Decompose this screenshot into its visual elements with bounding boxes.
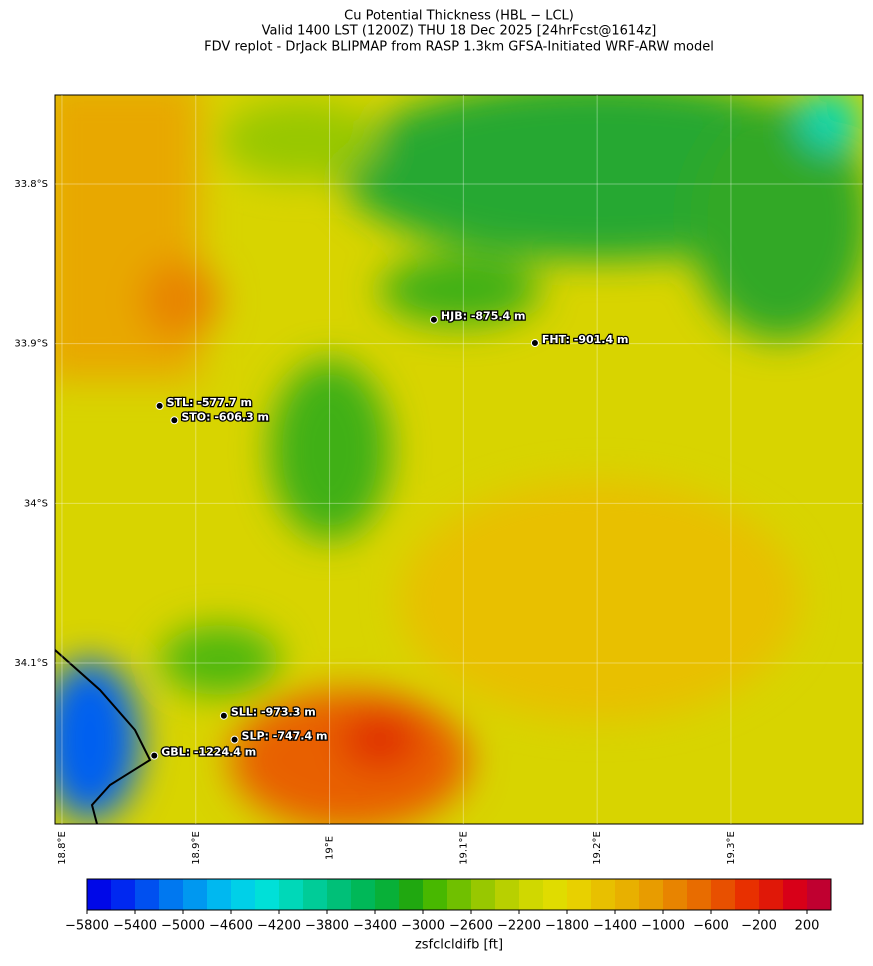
x-tick-label: 18.9°E: [191, 831, 202, 865]
colorbar-segment: [519, 879, 544, 910]
colorbar-segment: [807, 879, 832, 910]
colorbar-segment: [687, 879, 712, 910]
colorbar-segment: [783, 879, 808, 910]
x-tick-label: 19.1°E: [458, 831, 469, 865]
y-tick-label: 33.8°S: [14, 179, 48, 190]
colorbar-tick-label: −200: [741, 919, 777, 934]
colorbar-segment: [663, 879, 688, 910]
colorbar-segment: [87, 879, 112, 910]
colorbar-tick-label: −2200: [497, 919, 541, 934]
x-tick-label: 19.2°E: [592, 831, 603, 865]
colorbar-segment: [327, 879, 352, 910]
colorbar-tick-label: −5000: [161, 919, 205, 934]
colorbar-segment: [375, 879, 400, 910]
colorbar-segment: [423, 879, 448, 910]
station-label: SLL: -973.3 m: [231, 706, 316, 719]
colorbar-segment: [567, 879, 592, 910]
colorbar-segment: [759, 879, 784, 910]
y-tick-label: 34°S: [24, 498, 48, 509]
colorbar-tick-label: −5400: [113, 919, 157, 934]
colorbar-segment: [615, 879, 640, 910]
colorbar-segment: [111, 879, 136, 910]
map-raster: [55, 95, 863, 824]
colorbar-segment: [543, 879, 568, 910]
station-label: STL: -577.7 m: [167, 396, 252, 409]
colorbar-tick-label: −3400: [353, 919, 397, 934]
station-marker: [429, 315, 438, 324]
colorbar-tick-label: −3800: [305, 919, 349, 934]
colorbar-tick-label: −600: [693, 919, 729, 934]
colorbar-label: zsfclcldifb [ft]: [415, 938, 503, 953]
colorbar-tick-label: −1400: [593, 919, 637, 934]
colorbar-segment: [207, 879, 232, 910]
title-line: Valid 1400 LST (1200Z) THU 18 Dec 2025 […: [262, 24, 657, 39]
colorbar-segment: [591, 879, 616, 910]
colorbar-segment: [183, 879, 208, 910]
y-tick-label: 33.9°S: [14, 339, 48, 350]
colorbar-tick-label: −2600: [449, 919, 493, 934]
colorbar-segment: [399, 879, 424, 910]
colorbar-tick-label: −4200: [257, 919, 301, 934]
colorbar-segment: [159, 879, 184, 910]
station-label: FHT: -901.4 m: [542, 333, 629, 346]
colorbar-segment: [711, 879, 736, 910]
colorbar-segment: [471, 879, 496, 910]
station-marker: [150, 751, 159, 760]
colorbar-segment: [303, 879, 328, 910]
colorbar-tick-label: −5800: [65, 919, 109, 934]
colorbar-segment: [735, 879, 760, 910]
colorbar-segment: [351, 879, 376, 910]
station-label: STO: -606.3 m: [181, 410, 269, 423]
y-tick-label: 34.1°S: [14, 658, 48, 669]
station-marker: [219, 711, 228, 720]
colorbar-segment: [255, 879, 280, 910]
colorbar-tick-label: −1800: [545, 919, 589, 934]
station-label: SLP: -747.4 m: [242, 730, 328, 743]
title-line: FDV replot - DrJack BLIPMAP from RASP 1.…: [204, 40, 714, 55]
colorbar-tick-label: 200: [795, 919, 820, 934]
title-line: Cu Potential Thickness (HBL − LCL): [344, 9, 574, 24]
colorbar-tick-label: −3000: [401, 919, 445, 934]
colorbar-tick-label: −1000: [641, 919, 685, 934]
station-marker: [230, 735, 239, 744]
colorbar-segment: [639, 879, 664, 910]
colorbar-segment: [279, 879, 304, 910]
station-marker: [530, 339, 539, 348]
colorbar-frame: [86, 878, 832, 911]
colorbar-segment: [231, 879, 256, 910]
x-tick-label: 18.8°E: [57, 831, 68, 865]
colorbar-segment: [135, 879, 160, 910]
station-label: GBL: -1224.4 m: [161, 746, 256, 759]
station-marker: [170, 416, 179, 425]
colorbar-segment: [495, 879, 520, 910]
colorbar-tick-label: −4600: [209, 919, 253, 934]
colorbar-segment: [447, 879, 472, 910]
station-label: HJB: -875.4 m: [441, 310, 526, 323]
x-tick-label: 19.3°E: [726, 831, 737, 865]
station-marker: [155, 401, 164, 410]
map-frame: [54, 94, 864, 825]
x-tick-label: 19°E: [325, 836, 336, 860]
